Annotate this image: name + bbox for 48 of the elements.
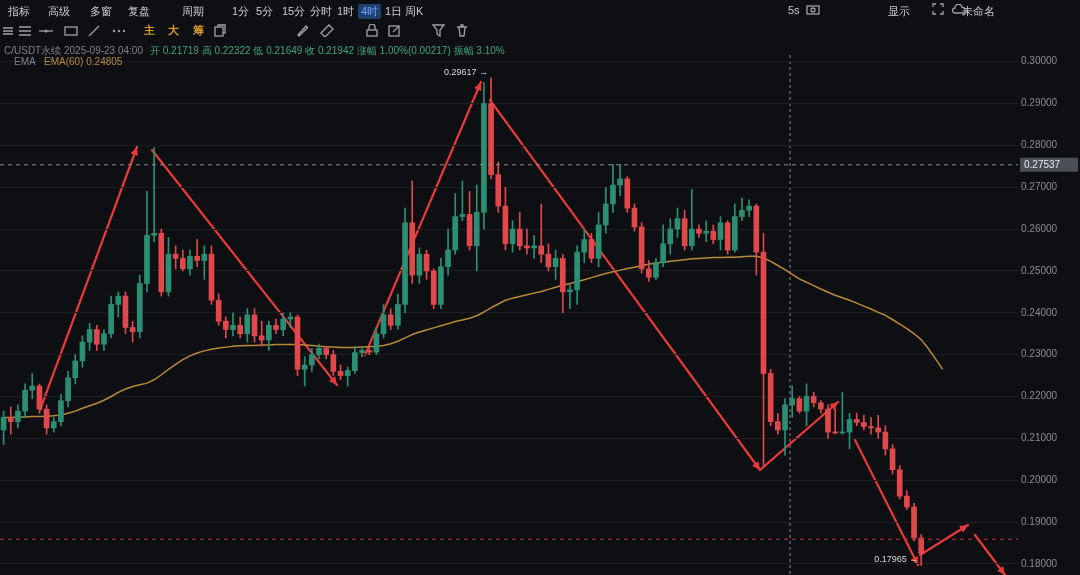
text: 大 (168, 23, 179, 38)
text: 分时 (310, 4, 332, 19)
text: 周K (405, 4, 424, 19)
text: 主 (144, 23, 155, 38)
text: 复盘 (128, 4, 150, 19)
y-tick-label: 0.21000 (1021, 432, 1058, 444)
text: 15分 (282, 4, 306, 19)
candlestick (301, 356, 308, 387)
y-tick-label: 0.30000 (1021, 55, 1058, 67)
y-tick-label: 0.18000 (1021, 557, 1058, 569)
annotation: EMA (14, 56, 36, 67)
y-tick-label: 0.22000 (1021, 390, 1058, 402)
y-tick-label: 0.28000 (1021, 139, 1058, 151)
y-tick-label: 0.27000 (1021, 181, 1058, 192)
text: 1分 (232, 4, 250, 19)
candlestick (230, 312, 236, 337)
candlestick (789, 385, 796, 418)
ref-line-label: 0.27537 (1024, 158, 1061, 170)
y-tick-label: 0.19000 (1021, 515, 1058, 527)
candlestick (7, 406, 14, 435)
text: 显示 (888, 4, 910, 19)
text: 周期 (182, 4, 204, 19)
text: 5s (788, 4, 800, 16)
y-tick-label: 0.23000 (1021, 348, 1058, 360)
text: 1日 (385, 4, 403, 19)
candlestick (538, 203, 545, 263)
text: EMA(60) 0.24805 (44, 56, 123, 67)
text: 4时 (358, 4, 382, 19)
text: 筹 (193, 23, 204, 38)
text: 5分 (256, 4, 274, 19)
chart-title: C/USDT永续 2025-09-23 04:00 (4, 44, 143, 57)
y-tick-label: 0.25000 (1021, 264, 1058, 276)
candlestick (703, 220, 709, 242)
y-tick-label: 0.29000 (1021, 97, 1058, 109)
text: 多窗 (90, 4, 112, 19)
annotation: 0.29617 → (444, 66, 489, 77)
candlestick (201, 245, 208, 280)
text: 1时 (337, 4, 355, 19)
text: 未命名 (962, 4, 995, 19)
text: 指标 (8, 4, 30, 19)
chart-subtitle: 开 0.21719 高 0.22322 低 0.21649 收 0.21942 涨幅 1.00%(0.00217) 振幅 3.10% (150, 44, 505, 58)
candlestick (617, 163, 623, 196)
text: 高级 (48, 4, 70, 19)
y-tick-label: 0.20000 (1021, 473, 1058, 485)
candlestick (194, 239, 200, 268)
y-tick-label: 0.26000 (1021, 222, 1058, 234)
y-tick-label: 0.24000 (1021, 306, 1058, 318)
annotation: 0.17965 → (874, 553, 919, 564)
